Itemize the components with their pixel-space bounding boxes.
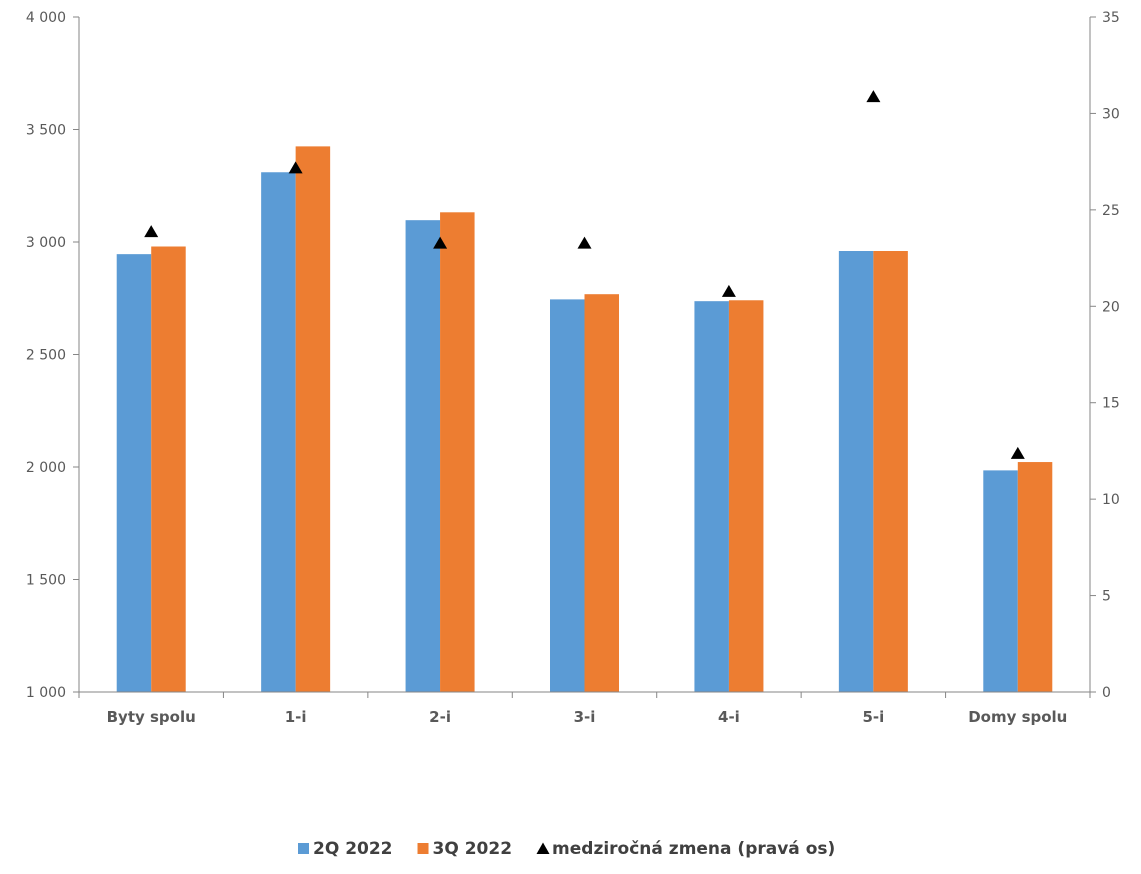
triangle-marker-0 [144,225,159,238]
bar-3q-2022-3 [584,294,619,692]
legend-swatch-1 [417,843,429,854]
y-right-tick-label: 10 [1102,492,1120,508]
bar-2q-2022-0 [116,254,152,692]
triangle-marker-4 [721,284,736,297]
bar-2q-2022-1 [261,172,296,692]
y-right-tick-label: 30 [1102,106,1120,122]
x-category-label: 5-i [862,708,884,726]
x-category-label: 3-i [574,708,596,726]
y-left-tick-label: 1 000 [26,685,66,701]
x-category-label: 2-i [429,708,451,726]
triangle-marker-1 [288,161,303,174]
y-right-tick-label: 25 [1102,203,1120,219]
legend-label-2: medziročná zmena (pravá os) [552,839,835,859]
triangle-marker-3 [577,236,592,249]
x-category-label: 4-i [718,708,740,726]
y-left-tick-label: 3 500 [26,123,66,139]
legend-swatch-0 [298,843,309,854]
bar-2q-2022-4 [694,301,729,692]
bar-2q-2022-6 [983,470,1018,693]
bar-3q-2022-0 [151,246,186,692]
bar-3q-2022-1 [295,146,331,693]
y-right-tick-label: 35 [1102,10,1120,26]
bar-2q-2022-5 [838,251,874,692]
bar-3q-2022-5 [873,251,908,692]
triangle-marker-2 [433,236,448,249]
x-category-label: Byty spolu [107,708,196,726]
y-right-tick-label: 5 [1102,589,1111,605]
x-category-label: Domy spolu [968,708,1067,726]
legend-label-1: 3Q 2022 [433,839,513,859]
bar-3q-2022-2 [440,212,475,693]
y-left-tick-label: 1 500 [26,573,66,589]
bar-3q-2022-4 [728,300,764,692]
triangle-marker-5 [866,90,881,103]
y-right-tick-label: 15 [1102,396,1120,412]
y-left-tick-label: 4 000 [26,10,66,26]
axes-layer: 1 000 1 500 2 000 2 500 3 000 3 500 4 000 0 5 10 1… [26,10,1120,726]
y-left-tick-label: 3 000 [26,235,66,251]
x-category-label: 1-i [285,708,307,726]
y-left-tick-label: 2 000 [26,460,66,476]
triangle-marker-6 [1010,446,1025,459]
legend: 2Q 2022 3Q 2022 medziročná zmena (pravá os… [298,839,835,859]
y-right-tick-label: 0 [1102,685,1111,701]
markers-layer [144,90,1025,459]
bars-layer [116,146,1053,693]
y-left-tick-label: 2 500 [26,348,66,364]
bar-2q-2022-3 [550,299,585,693]
bar-3q-2022-6 [1017,462,1053,692]
y-right-tick-label: 20 [1102,299,1120,315]
legend-marker-2 [536,842,550,854]
legend-label-0: 2Q 2022 [313,839,393,859]
bar-2q-2022-2 [405,220,441,692]
